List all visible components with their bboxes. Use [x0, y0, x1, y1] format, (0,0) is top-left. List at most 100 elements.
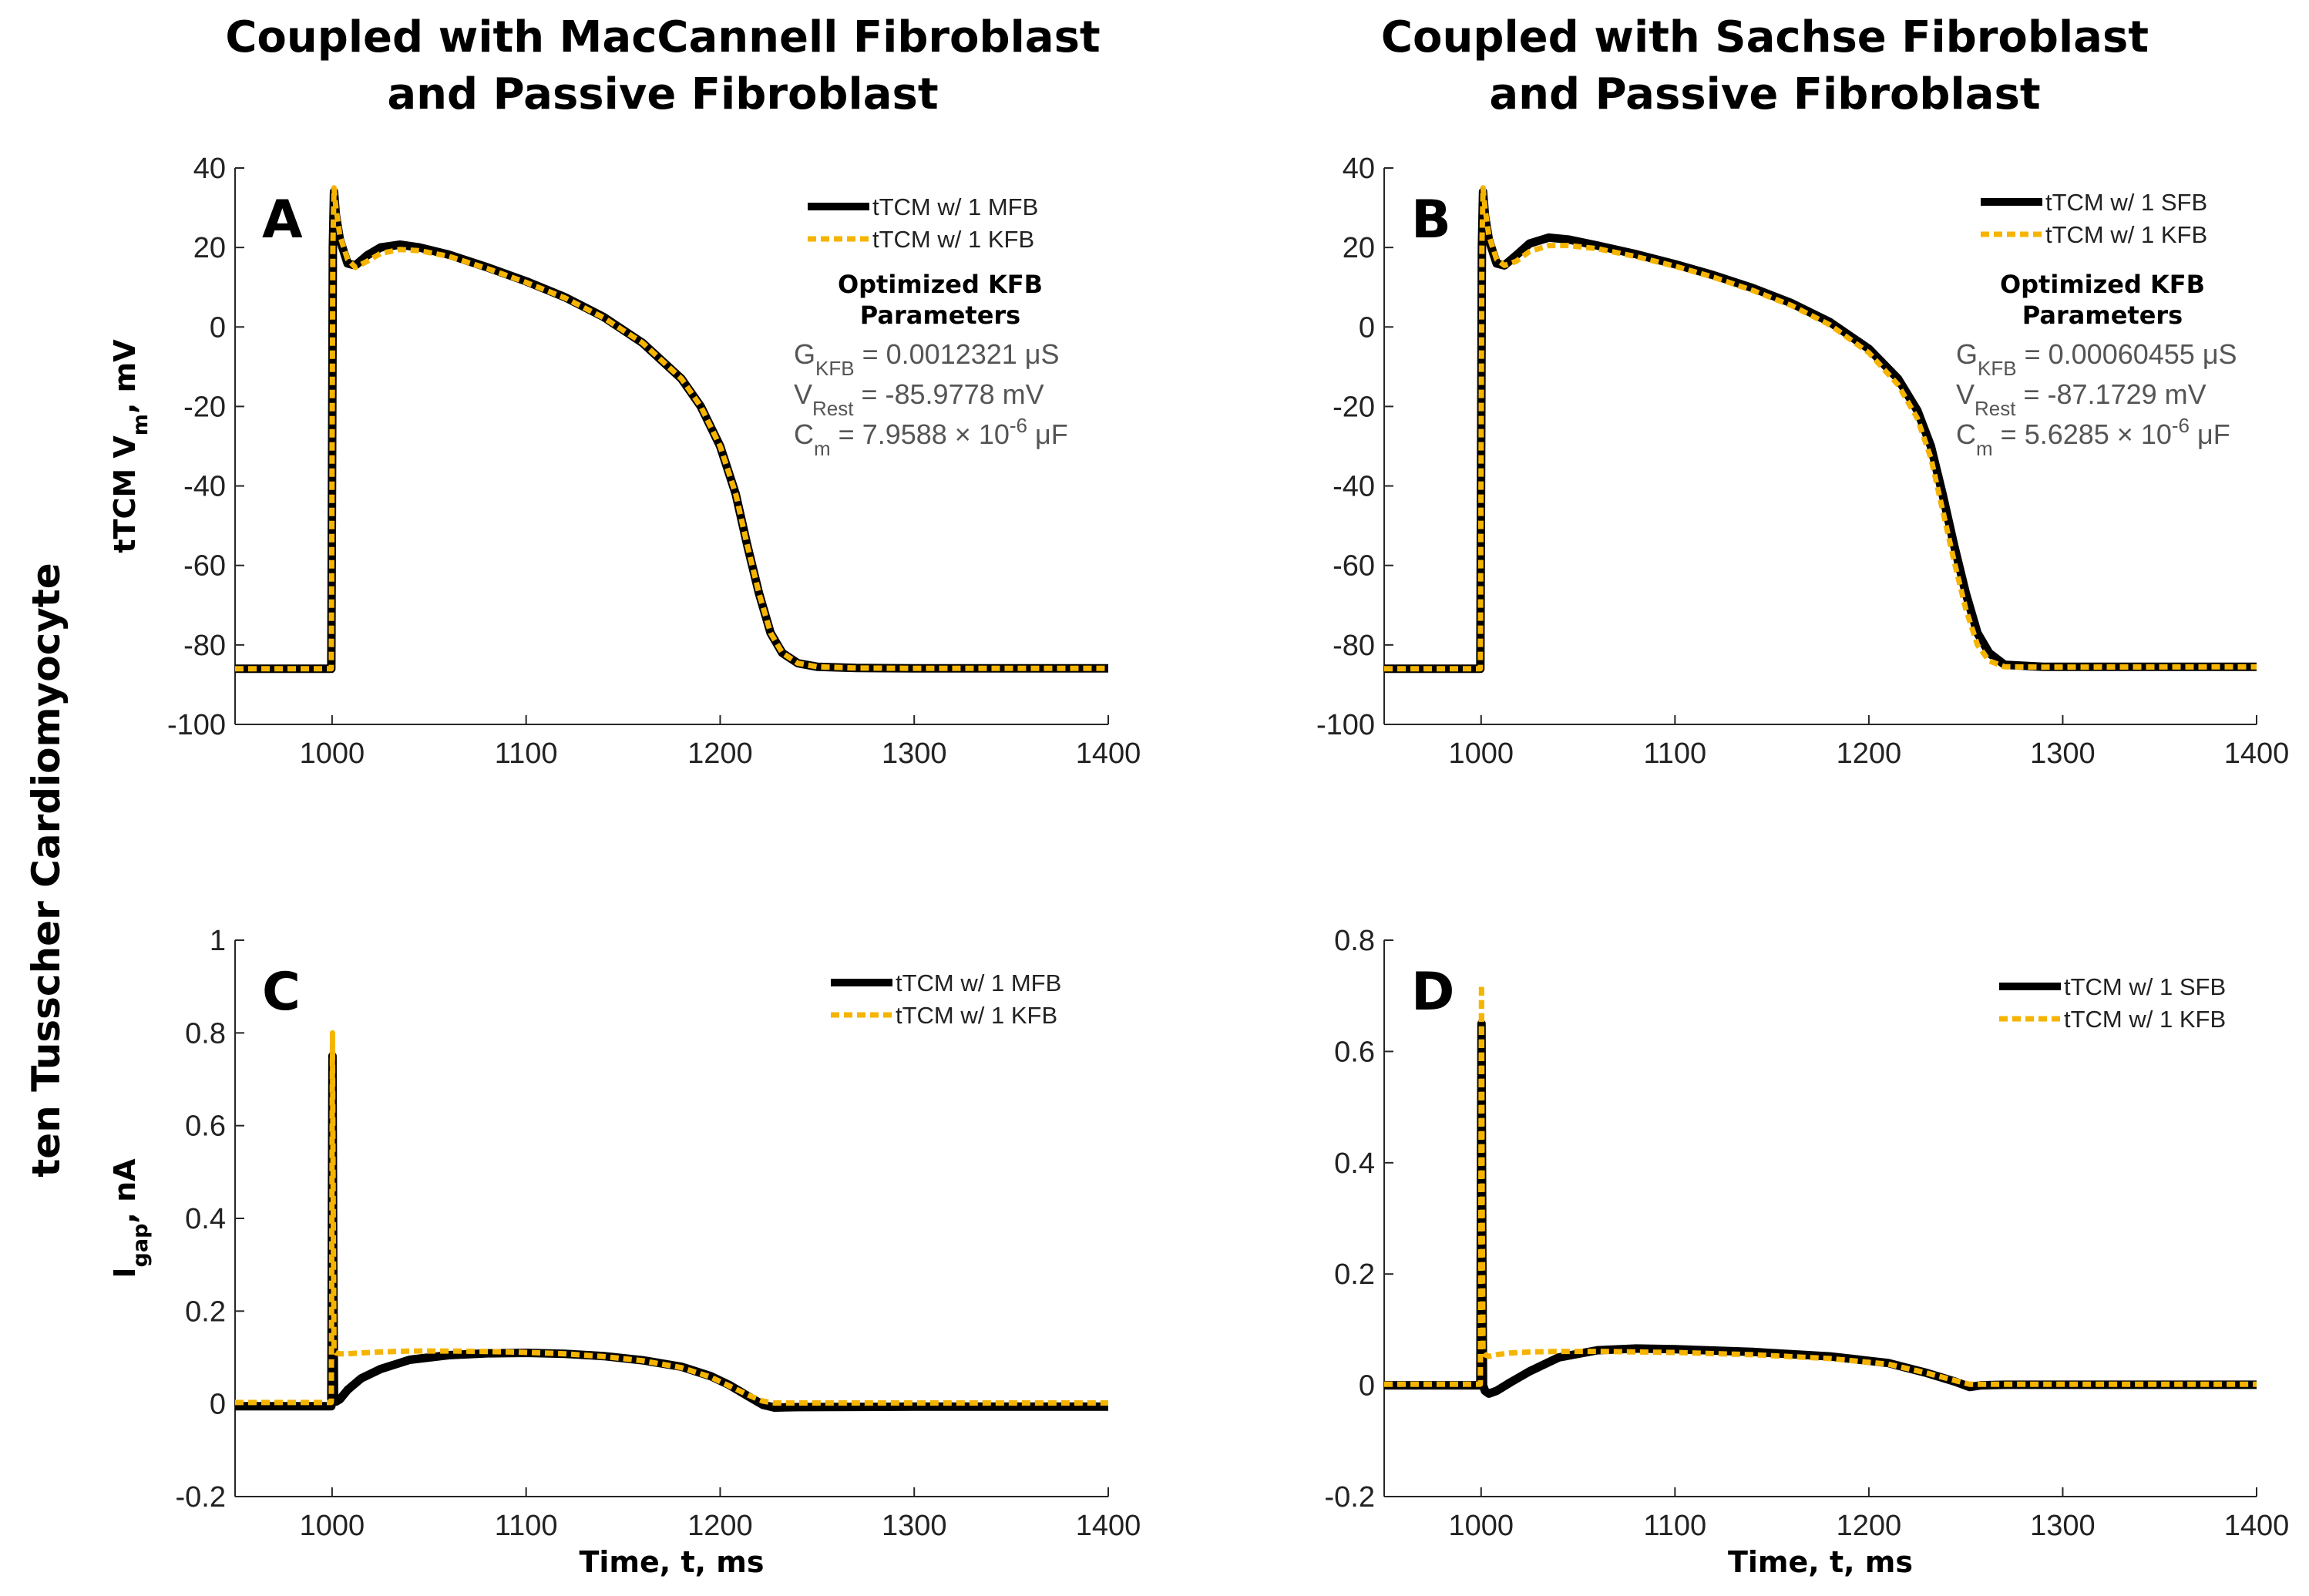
- panel-a-ytick-label: 20: [193, 232, 226, 264]
- panel-a-ytick-label: 0: [210, 311, 226, 344]
- panel-a-series: [235, 185, 1108, 674]
- panel-c-xtick-label: 1000: [300, 1510, 365, 1542]
- panel-a-annotation-value: = -85.9778 mV: [853, 378, 1044, 410]
- panel-a-ytick-label: 40: [193, 153, 226, 185]
- panel-b-ytick-label: 20: [1343, 232, 1375, 264]
- panel-a-annotation-title: Optimized KFB: [838, 270, 1043, 299]
- panel-d-line-black: [1384, 1019, 2257, 1398]
- panel-b-line-orange: [1384, 185, 2257, 672]
- panel-b-ytick-label: 0: [1359, 311, 1375, 344]
- panel-a-xtick-label: 1300: [882, 738, 947, 770]
- panel-c-series: [235, 1030, 1108, 1412]
- panel-b-annotation-title: Parameters: [2022, 301, 2183, 330]
- panel-b-xtick-label: 1400: [2224, 738, 2290, 770]
- panel-b-annotation-unit: μF: [2190, 418, 2230, 450]
- panel-d-ytick-label: -0.2: [1325, 1481, 1375, 1514]
- panel-a-annotation-sup: -6: [1010, 414, 1027, 437]
- panel-c-ytick-label: 0: [210, 1389, 226, 1421]
- panel-a-annotation-sub: KFB: [815, 357, 855, 380]
- panel-c-ylabel-unit: , nA: [108, 1158, 142, 1224]
- panel-d-legend-entry: tTCM w/ 1 SFB: [2064, 973, 2226, 1000]
- panel-c-ylabel: Igap, nA: [108, 1158, 153, 1278]
- panel-a-annotation-sym: V: [794, 378, 812, 410]
- panel-b-annotation-sym: V: [1956, 378, 1975, 410]
- panel-b-ytick-label: -80: [1333, 630, 1375, 662]
- panel-a-annotation-sub: m: [814, 437, 831, 460]
- panel-a-annotation-line: GKFB = 0.0012321 μS: [794, 338, 1060, 380]
- panel-c-ytick-label: 0.6: [185, 1110, 226, 1143]
- panel-b-ytick-label: 40: [1343, 153, 1375, 185]
- panel-c-ytick-label: 1: [210, 925, 226, 957]
- panel-b-series: [1384, 185, 2257, 674]
- column-title-right-line2: and Passive Fibroblast: [1489, 69, 2041, 119]
- panel-d-xtick-label: 1000: [1449, 1510, 1514, 1542]
- panel-c-line-orange: [235, 1030, 1108, 1406]
- panel-b-label: B: [1411, 190, 1451, 250]
- panel-a-ytick-label: -80: [183, 630, 226, 662]
- panel-a-xtick-label: 1400: [1076, 738, 1141, 770]
- panel-b: 1000 1100 1200 1300 1400 40 20 0 -20 -40 -60 -80 -10…: [1316, 153, 2289, 770]
- column-title-right: Coupled with Sachse Fibroblast and Passi…: [1264, 9, 2266, 123]
- panel-a-ytick-label: -60: [183, 550, 226, 583]
- panel-d-ytick-label: 0: [1359, 1370, 1375, 1403]
- panel-d-xtick-label: 1400: [2224, 1510, 2290, 1542]
- panel-b-xtick-label: 1200: [1837, 738, 1902, 770]
- panel-b-annotation-value: = -87.1729 mV: [2015, 378, 2206, 410]
- column-title-left-line2: and Passive Fibroblast: [387, 69, 939, 119]
- panel-d-ytick-label: 0.8: [1334, 925, 1375, 957]
- panel-a-annotation-sub: Rest: [812, 397, 854, 420]
- panel-a-label: A: [262, 190, 303, 250]
- panel-b-annotation-title: Optimized KFB: [2000, 270, 2205, 299]
- panel-d-xtick-label: 1200: [1837, 1510, 1902, 1542]
- panel-b-annotation-value: = 0.00060455 μS: [2017, 338, 2237, 370]
- panel-a-ylabel-main: tTCM V: [108, 435, 142, 553]
- panel-c-legend-entry: tTCM w/ 1 MFB: [896, 969, 1061, 996]
- panel-a-legend-entry: tTCM w/ 1 KFB: [872, 226, 1034, 253]
- panel-a-ytick-label: -20: [183, 391, 226, 423]
- panel-c-ylabel-sub: gap: [129, 1224, 153, 1268]
- panel-d-ytick-label: 0.4: [1334, 1147, 1375, 1180]
- panel-b-annotation-sup: -6: [2172, 414, 2190, 437]
- panel-b-legend-entry: tTCM w/ 1 SFB: [2045, 189, 2207, 216]
- panel-b-annotation-sym: G: [1956, 338, 1978, 370]
- panel-c-ytick-label: 0.4: [185, 1203, 226, 1235]
- panel-c-legend-entry: tTCM w/ 1 KFB: [896, 1002, 1057, 1029]
- panel-d-legend-entry: tTCM w/ 1 KFB: [2064, 1006, 2226, 1033]
- panel-a-annotation-line: VRest = -85.9778 mV: [794, 378, 1044, 420]
- panel-b-annotation-sub: KFB: [1978, 357, 2017, 380]
- panel-b-legend-entry: tTCM w/ 1 KFB: [2045, 221, 2207, 248]
- column-title-right-line1: Coupled with Sachse Fibroblast: [1380, 12, 2149, 62]
- panel-a-annotation-sym: C: [794, 418, 814, 450]
- panel-d-ytick-label: 0.2: [1334, 1258, 1375, 1291]
- panel-c: 1000 1100 1200 1300 1400 1 0.8 0.6 0.4 0.2 0 -0.2 Ig…: [108, 925, 1141, 1579]
- panel-b-xtick-label: 1300: [2030, 738, 2096, 770]
- panel-a-annotation-unit: μF: [1027, 418, 1068, 450]
- panel-a-ylabel-sub: m: [129, 414, 153, 435]
- panel-b-annotation-sub: Rest: [1975, 397, 2016, 420]
- panel-a-ytick-label: -100: [167, 709, 226, 741]
- panel-d-label: D: [1411, 962, 1454, 1023]
- panel-d-ytick-label: 0.6: [1334, 1036, 1375, 1068]
- panel-c-xtick-label: 1200: [687, 1510, 753, 1542]
- panel-c-ytick-label: 0.2: [185, 1295, 226, 1328]
- panel-b-xtick-label: 1100: [1643, 738, 1706, 770]
- column-title-left-line1: Coupled with MacCannell Fibroblast: [225, 12, 1101, 62]
- panel-b-annotation-line: VRest = -87.1729 mV: [1956, 378, 2206, 420]
- panel-a-line-orange: [235, 185, 1108, 672]
- panel-c-ytick-label: 0.8: [185, 1017, 226, 1050]
- panel-d-xtick-label: 1300: [2030, 1510, 2096, 1542]
- panel-a-ytick-label: -40: [183, 471, 226, 503]
- panel-a-annotation-value: = 0.0012321 μS: [855, 338, 1060, 370]
- panel-a-xtick-label: 1100: [495, 738, 558, 770]
- panel-c-label: C: [262, 962, 301, 1023]
- panel-a-annotation-line: Cm = 7.9588 × 10-6 μF: [794, 414, 1068, 460]
- panel-b-xtick-label: 1000: [1449, 738, 1514, 770]
- panel-c-xtick-label: 1400: [1076, 1510, 1141, 1542]
- panel-c-xtick-label: 1300: [882, 1510, 947, 1542]
- panel-a-xtick-label: 1200: [687, 738, 753, 770]
- panel-a-ylabel: tTCM Vm, mV: [108, 339, 153, 553]
- panel-a: 1000 1100 1200 1300 1400 40 20 0 -20 -40 -60 -80 -10…: [108, 153, 1141, 770]
- panel-b-annotation-line: GKFB = 0.00060455 μS: [1956, 338, 2237, 380]
